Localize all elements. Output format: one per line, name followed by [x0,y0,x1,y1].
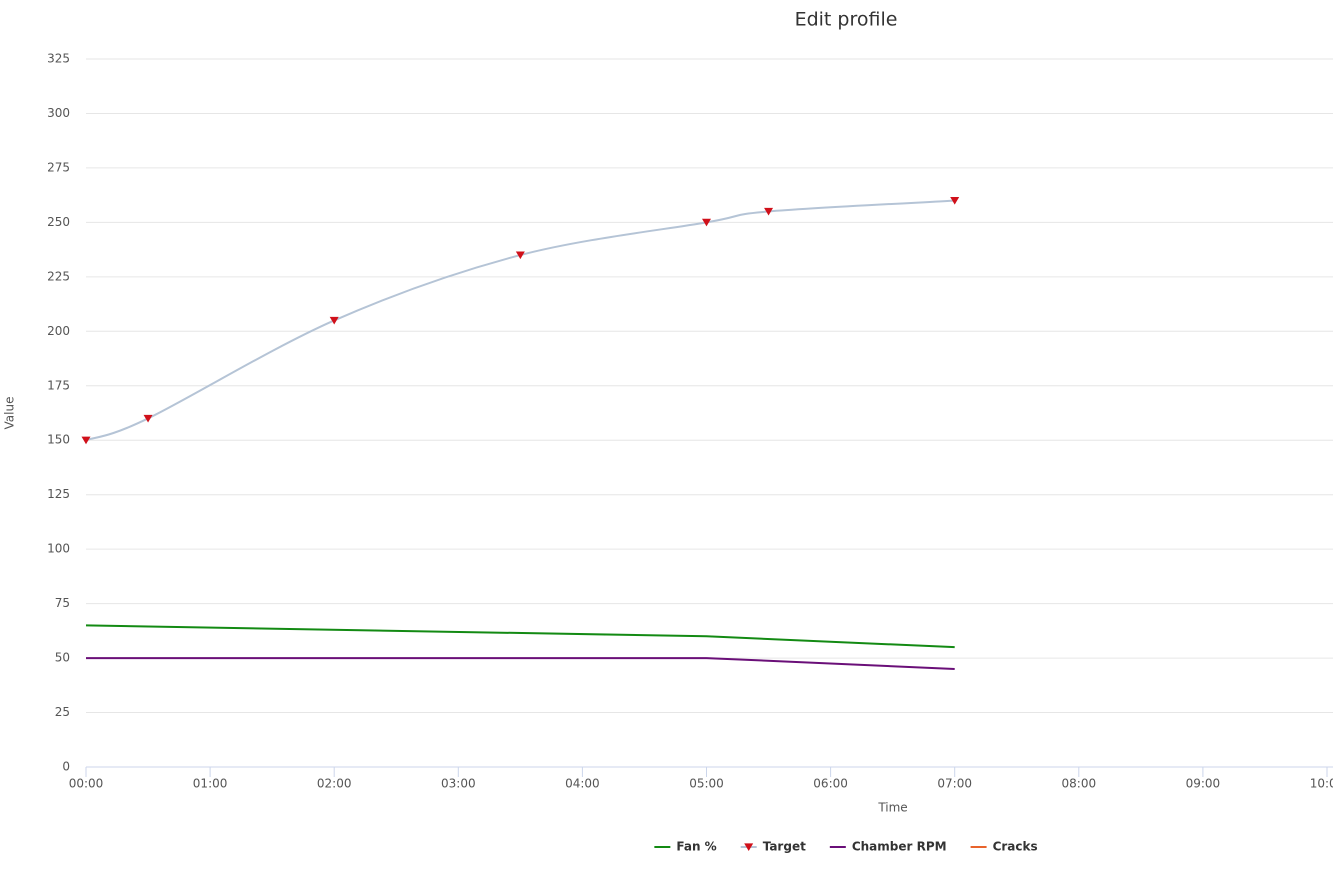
x-tick-label: 03:00 [441,777,476,791]
legend-label: Fan % [676,840,716,854]
legend-item: Cracks [970,840,1038,854]
x-tick-label: 09:00 [1186,777,1221,791]
point-marker [143,414,153,423]
legend: Fan % Target Chamber RPM Cracks [654,840,1038,854]
legend-label: Target [763,840,806,854]
point-marker [81,436,91,445]
legend-item: Target [740,840,806,854]
y-tick-label: 275 [47,160,70,174]
series-line [85,199,955,442]
x-tick-label: 08:00 [1062,777,1097,791]
series-line [86,657,955,670]
y-tick-label: 300 [47,106,70,120]
x-tick-label: 04:00 [565,777,600,791]
point-marker [764,207,774,216]
legend-item: Fan % [654,840,717,854]
legend-marker [744,843,754,852]
y-axis-title: Value [3,397,17,430]
y-tick-label: 325 [47,52,70,66]
point-marker [950,197,960,205]
point-marker [515,251,525,260]
y-tick-label: 50 [55,651,70,665]
x-tick-label: 00:00 [69,777,104,791]
legend-label: Cracks [993,840,1038,854]
y-tick-label: 75 [55,596,70,610]
x-tick-label: 01:00 [193,777,228,791]
series-line [85,624,955,649]
x-tick-label: 02:00 [317,777,352,791]
legend-label: Chamber RPM [852,840,947,854]
x-tick-label: 05:00 [689,777,724,791]
y-tick-label: 125 [47,487,70,501]
x-tick-label: 07:00 [937,777,972,791]
point-marker [702,218,711,227]
y-tick-label: 175 [47,378,70,392]
y-tick-label: 150 [47,433,70,447]
chart-title: Edit profile [795,9,898,31]
x-tick-label: 06:00 [813,777,848,791]
legend-item: Chamber RPM [829,840,947,854]
x-tick-label: 10:00 [1310,777,1333,791]
y-tick-label: 25 [55,705,70,719]
y-tick-label: 250 [47,215,70,229]
x-axis-title: Time [877,801,907,815]
y-tick-label: 0 [62,760,70,774]
point-marker [329,316,339,325]
y-tick-label: 225 [47,269,70,283]
y-tick-label: 100 [47,542,70,556]
y-tick-label: 200 [47,324,70,338]
